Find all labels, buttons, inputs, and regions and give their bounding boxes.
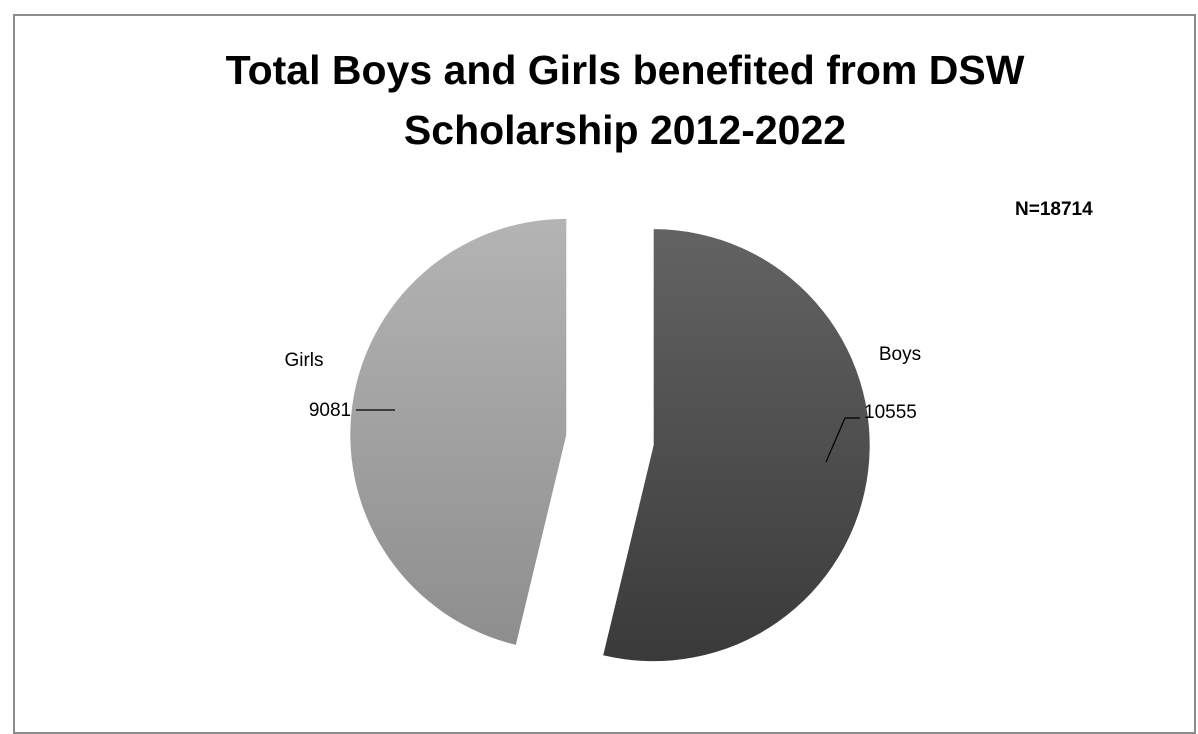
pie-chart: Boys 10555 Girls 9081 (284, 218, 921, 662)
chart-note: N=18714 (1015, 199, 1093, 220)
chart-title-line-2: Scholarship 2012-2022 (403, 107, 847, 153)
pie-slice-girls (350, 218, 567, 645)
category-label-girls: Girls (284, 350, 323, 371)
leader-line-boys (825, 417, 860, 463)
category-label-boys: Boys (879, 344, 921, 365)
pie-slice-boys (603, 229, 870, 662)
chart-frame (13, 14, 1196, 734)
data-label-boys: 10555 (864, 402, 917, 423)
chart-title: Total Boys and Girls benefited from DSW … (0, 40, 1198, 160)
data-label-girls: 9081 (309, 400, 351, 421)
chart-title-line-1: Total Boys and Girls benefited from DSW (225, 47, 1025, 93)
